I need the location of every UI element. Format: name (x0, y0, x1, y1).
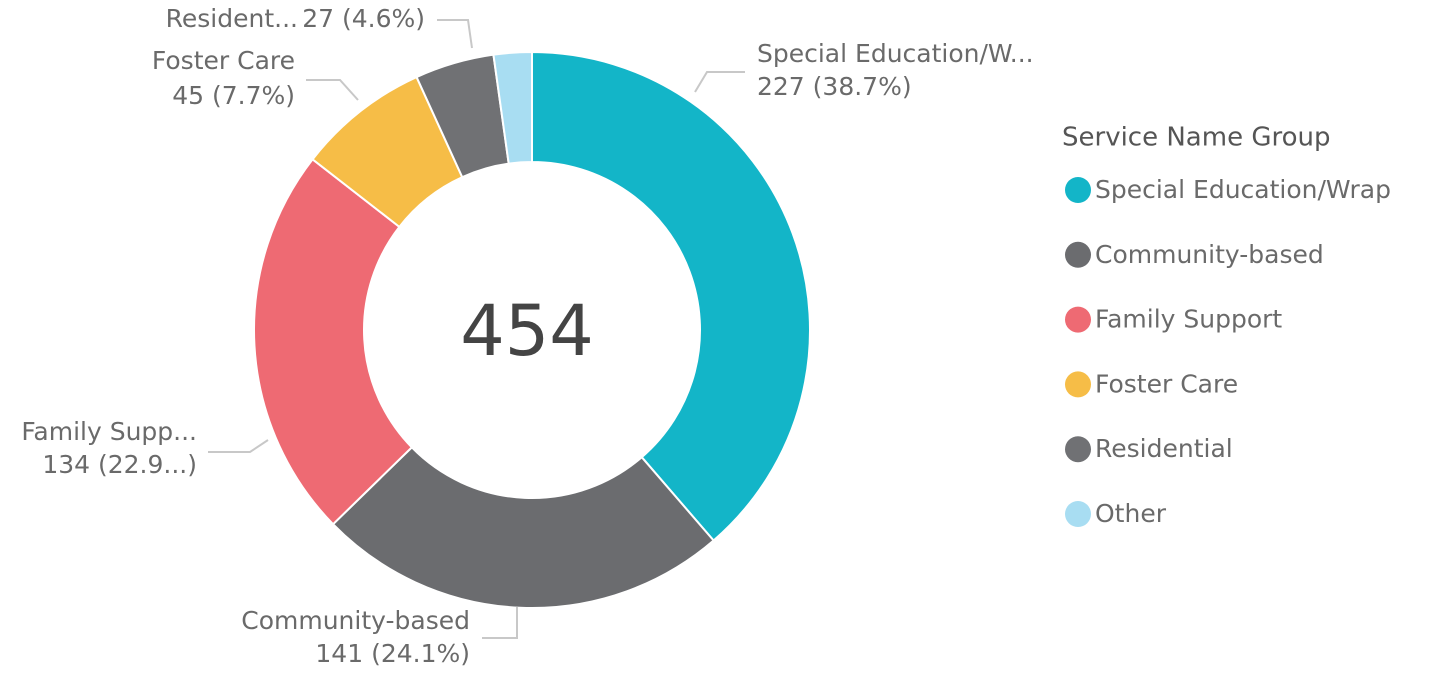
legend-label: Foster Care (1095, 369, 1238, 398)
donut-slice (531, 50, 811, 542)
legend-swatch (1065, 177, 1091, 203)
value-label: 45 (7.7%) (172, 81, 295, 110)
donut-slice (492, 50, 533, 165)
slice-label: Foster Care (152, 46, 295, 75)
legend-label: Family Support (1095, 305, 1282, 334)
slice-label: Family Supp... (21, 417, 197, 446)
value-label: 227 (38.7%) (757, 72, 912, 101)
legend-label: Special Education/Wrap (1095, 175, 1391, 204)
value-label: 134 (22.9...) (42, 450, 197, 479)
legend-swatch (1065, 501, 1091, 527)
legend-title: Service Name Group (1062, 123, 1330, 153)
leader-line (437, 19, 473, 49)
donut-slice (253, 157, 414, 526)
slice-label: Community-based (241, 606, 470, 635)
legend-swatch (1065, 436, 1091, 463)
legend-label: Community-based (1095, 240, 1324, 269)
donut-slice (331, 445, 716, 609)
leader-line (208, 439, 269, 453)
value-label: 141 (24.1%) (315, 639, 470, 668)
slice-label: Special Education/W... (757, 39, 1034, 68)
value-label: 27 (4.6%) (302, 4, 425, 33)
legend-swatch (1065, 306, 1091, 333)
leader-line (306, 79, 359, 101)
legend-label: Other (1095, 499, 1167, 528)
leader-line (482, 607, 518, 639)
legend-label: Residential (1095, 434, 1233, 463)
center-label: 454 (460, 290, 594, 372)
legend-swatch (1065, 371, 1091, 398)
leader-line (694, 71, 745, 93)
legend-swatch (1065, 241, 1091, 268)
slice-label: Resident... (166, 4, 298, 33)
